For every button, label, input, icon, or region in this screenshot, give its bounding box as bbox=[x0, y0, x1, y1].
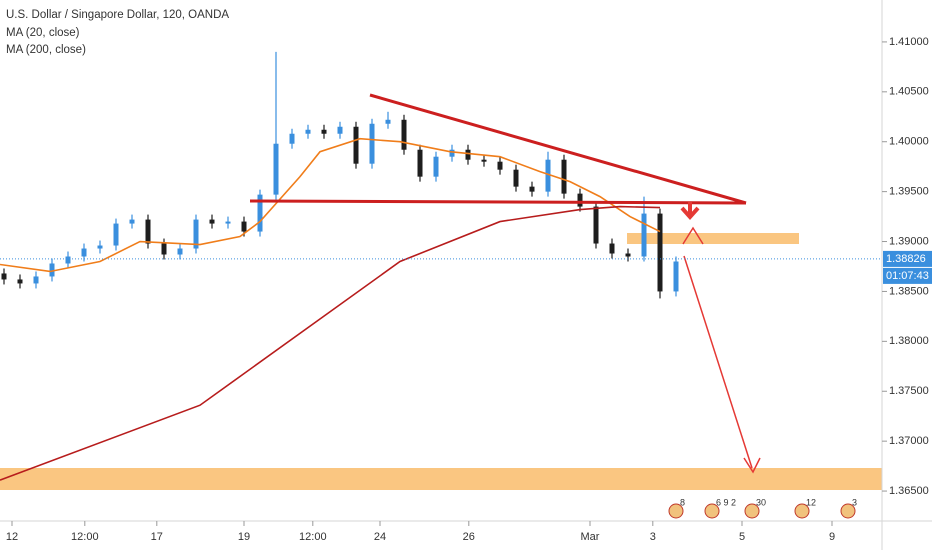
event-icon bbox=[668, 503, 684, 519]
event-icon bbox=[794, 503, 810, 519]
y-tick-label: 1.36500 bbox=[889, 485, 929, 497]
candle-body bbox=[497, 161, 503, 170]
arrow-head bbox=[743, 457, 761, 474]
countdown-label: 01:07:43 bbox=[886, 270, 929, 282]
candle-body bbox=[17, 279, 23, 284]
x-tick-label: 5 bbox=[739, 531, 745, 543]
candle-body bbox=[449, 149, 455, 157]
x-tick-label: 24 bbox=[374, 531, 386, 543]
candle-body bbox=[257, 194, 263, 232]
candle-body bbox=[65, 256, 71, 264]
x-tick-label: 3 bbox=[650, 531, 656, 543]
event-icon bbox=[744, 503, 760, 519]
event-icon bbox=[704, 503, 720, 519]
candle-body bbox=[529, 186, 535, 192]
ma-line bbox=[0, 205, 661, 481]
candle-body bbox=[305, 129, 311, 134]
candle-body bbox=[273, 143, 279, 195]
y-tick-label: 1.40500 bbox=[889, 86, 929, 98]
candle-body bbox=[113, 223, 119, 246]
event-label: 3 bbox=[852, 497, 857, 507]
candle-body bbox=[593, 206, 599, 244]
y-tick-label: 1.37500 bbox=[889, 385, 929, 397]
candle-body bbox=[625, 253, 631, 257]
candle-body bbox=[145, 219, 151, 244]
trend-line bbox=[369, 93, 747, 205]
y-tick-label: 1.40000 bbox=[889, 136, 929, 148]
event-label: 30 bbox=[756, 497, 766, 507]
x-tick-label: 12:00 bbox=[71, 531, 99, 543]
candle-body bbox=[609, 243, 615, 254]
y-tick-label: 1.38500 bbox=[889, 285, 929, 297]
countdown-box bbox=[883, 267, 932, 284]
y-tick-label: 1.41000 bbox=[889, 36, 929, 48]
candle-body bbox=[289, 133, 295, 144]
candle-body bbox=[369, 123, 375, 164]
candle-body bbox=[241, 221, 247, 232]
last-price-box bbox=[883, 250, 932, 267]
peak-mark bbox=[682, 226, 704, 245]
x-tick-label: 12:00 bbox=[299, 531, 327, 543]
candle-body bbox=[417, 149, 423, 177]
candle-body bbox=[385, 119, 391, 124]
resistance-zone bbox=[627, 233, 799, 244]
legend-entry: MA (20, close) bbox=[6, 27, 80, 39]
candle-body bbox=[673, 261, 679, 292]
event-label: 6 9 2 bbox=[716, 497, 736, 507]
x-tick-label: 12 bbox=[6, 531, 18, 543]
ma-line bbox=[0, 137, 661, 273]
candle-body bbox=[81, 248, 87, 257]
down-arrow-head bbox=[680, 206, 700, 221]
candle-body bbox=[433, 156, 439, 177]
candle-body bbox=[97, 245, 103, 249]
candle-body bbox=[1, 273, 7, 280]
event-label: 8 bbox=[680, 497, 685, 507]
y-tick-label: 1.38000 bbox=[889, 335, 929, 347]
event-label: 12 bbox=[806, 497, 816, 507]
x-tick-label: 9 bbox=[829, 531, 835, 543]
target-zone bbox=[0, 468, 882, 490]
candle-body bbox=[641, 213, 647, 257]
candle-body bbox=[657, 213, 663, 292]
candle-body bbox=[481, 159, 487, 162]
plot-area bbox=[0, 51, 882, 490]
candle-body bbox=[177, 248, 183, 255]
x-tick-label: 19 bbox=[238, 531, 250, 543]
event-icon bbox=[840, 503, 856, 519]
candle-body bbox=[321, 129, 327, 134]
candle-body bbox=[193, 219, 199, 249]
y-tick-label: 1.37000 bbox=[889, 435, 929, 447]
candle-body bbox=[161, 243, 167, 255]
drawings bbox=[249, 93, 761, 474]
y-tick-label: 1.39000 bbox=[889, 235, 929, 247]
last-price-label: 1.38826 bbox=[886, 253, 926, 265]
candle-body bbox=[33, 276, 39, 284]
candle-body bbox=[513, 169, 519, 187]
candle-body bbox=[353, 126, 359, 164]
x-tick-label: Mar bbox=[581, 531, 600, 543]
chart-title: U.S. Dollar / Singapore Dollar, 120, OAN… bbox=[6, 9, 229, 21]
candle-body bbox=[401, 119, 407, 150]
projection-arrow bbox=[683, 255, 753, 469]
candle-body bbox=[49, 263, 55, 277]
candle-body bbox=[209, 219, 215, 224]
candle-body bbox=[577, 193, 583, 207]
legend-entry: MA (200, close) bbox=[6, 44, 86, 56]
candle-body bbox=[129, 219, 135, 224]
candle-body bbox=[545, 159, 551, 192]
candle-body bbox=[465, 149, 471, 160]
x-tick-label: 26 bbox=[463, 531, 475, 543]
support-line bbox=[249, 199, 747, 205]
candle-body bbox=[337, 126, 343, 134]
candle-body bbox=[225, 221, 231, 224]
x-tick-label: 17 bbox=[151, 531, 163, 543]
y-tick-label: 1.39500 bbox=[889, 186, 929, 198]
candle-body bbox=[561, 159, 567, 194]
